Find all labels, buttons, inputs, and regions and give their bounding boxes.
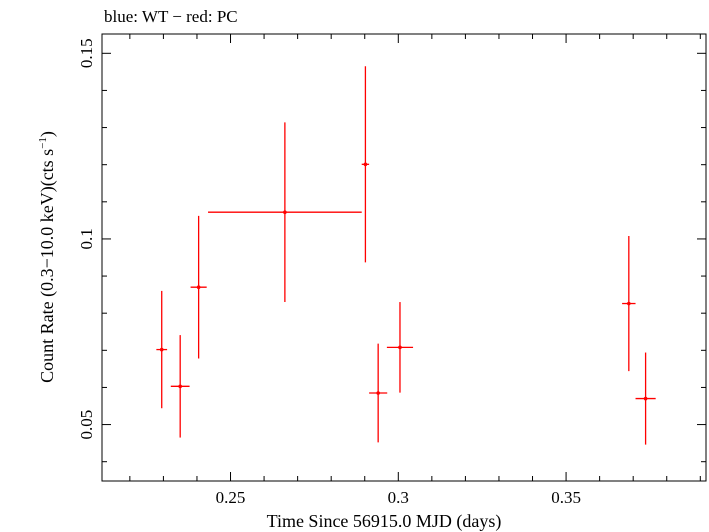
x-tick-label: 0.35 xyxy=(551,488,581,507)
data-marker xyxy=(178,384,182,389)
data-marker xyxy=(398,345,402,350)
y-tick-label: 0.05 xyxy=(77,410,96,440)
plot-frame xyxy=(101,33,707,482)
y-axis-label-main: Count Rate (0.3−10.0 keV)(cts s xyxy=(37,149,58,383)
data-point xyxy=(622,235,636,372)
y-axis-label-close: ) xyxy=(37,131,58,137)
data-point xyxy=(208,122,362,303)
data-marker xyxy=(159,347,164,352)
data-point xyxy=(190,215,207,359)
data-marker xyxy=(643,396,648,401)
data-marker xyxy=(196,285,201,290)
data-point xyxy=(156,290,168,409)
data-point xyxy=(635,352,656,445)
data-marker xyxy=(283,210,287,215)
data-point xyxy=(361,66,370,263)
y-axis-label: Count Rate (0.3−10.0 keV)(cts s−1) xyxy=(37,131,58,383)
y-tick-label: 0.15 xyxy=(77,38,96,68)
x-axis-label: Time Since 56915.0 MJD (days) xyxy=(267,511,502,532)
chart-title: blue: WT − red: PC xyxy=(104,7,238,26)
data-marker xyxy=(363,162,368,167)
y-tick-label: 0.1 xyxy=(77,228,96,249)
x-tick-label: 0.25 xyxy=(216,488,246,507)
data-points xyxy=(156,66,656,445)
data-marker xyxy=(376,391,380,395)
data-marker xyxy=(627,301,631,306)
y-axis-label-sup: −1 xyxy=(37,137,49,149)
data-point xyxy=(170,335,190,438)
data-point xyxy=(386,302,414,393)
axis-tick-labels: 0.25 0.3 0.35 0.05 0.1 0.15 xyxy=(77,38,581,507)
data-point xyxy=(369,343,388,443)
x-tick-label: 0.3 xyxy=(388,488,409,507)
axis-ticks xyxy=(102,34,706,481)
